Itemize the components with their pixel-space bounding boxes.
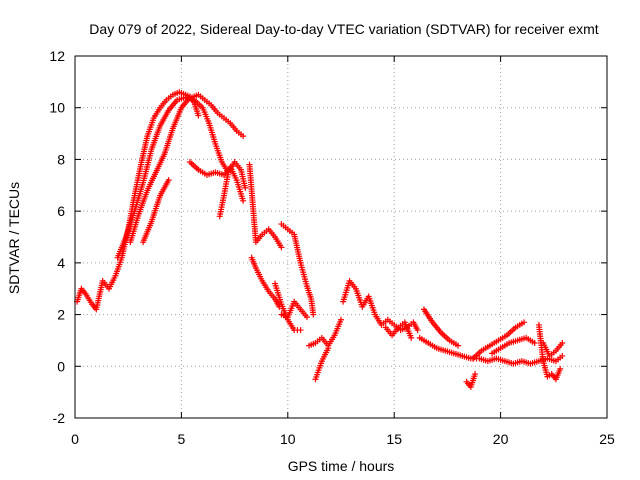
data-point (240, 133, 247, 140)
data-point (195, 112, 202, 119)
series-track-r (469, 319, 528, 362)
series-track-f (216, 159, 249, 220)
data-point (242, 184, 249, 191)
series-track-s (489, 334, 538, 357)
data-point (325, 345, 332, 352)
data-point (557, 365, 564, 372)
series-track-l (306, 316, 344, 349)
grid-lines (75, 56, 607, 418)
series-track-u (535, 321, 564, 383)
data-point (310, 311, 317, 318)
series-track-n (340, 277, 421, 334)
x-tick-label: 25 (599, 431, 615, 447)
plot-frame (74, 55, 608, 419)
y-tick-label: 4 (57, 255, 65, 271)
y-tick-label: 0 (57, 358, 65, 374)
series-track-v (540, 340, 566, 359)
y-tick-label: 8 (57, 151, 65, 167)
data-point (559, 352, 566, 359)
data-point (472, 371, 479, 378)
series-track-q (420, 306, 462, 349)
chart-title: Day 079 of 2022, Sidereal Day-to-day VTE… (89, 21, 598, 37)
y-tick-label: -2 (53, 410, 66, 426)
x-tick-label: 5 (178, 431, 186, 447)
series-track-h (248, 254, 283, 310)
series-track-m (312, 345, 332, 383)
series-track-p (416, 334, 566, 367)
x-tick-label: 20 (493, 431, 509, 447)
data-point (297, 327, 304, 334)
series-track-e (186, 159, 247, 204)
series-track-t (463, 371, 479, 390)
series-track-i (278, 221, 317, 318)
y-tick-label: 12 (49, 48, 65, 64)
data-point (414, 327, 421, 334)
series-track-o (382, 319, 415, 341)
x-tick-label: 15 (386, 431, 402, 447)
data-point (531, 340, 538, 347)
x-tick-label: 10 (280, 431, 296, 447)
series-track-d (140, 177, 172, 246)
data-point (303, 314, 310, 321)
data-point (408, 334, 415, 341)
data-point (521, 319, 528, 326)
data-point (165, 177, 172, 184)
series-track-c (127, 94, 202, 246)
y-tick-label: 6 (57, 203, 65, 219)
y-axis-label: SDTVAR / TECUs (6, 182, 22, 294)
data-point (278, 244, 285, 251)
y-tick-label: 10 (49, 100, 65, 116)
data-point (240, 197, 247, 204)
y-tick-label: 2 (57, 307, 65, 323)
data-points (74, 89, 566, 390)
axis-ticks: 0 5 10 15 20 25 -2 0 2 4 6 8 10 12 (49, 48, 615, 447)
data-point (455, 342, 462, 349)
series-track-k (278, 298, 310, 321)
x-axis-label: GPS time / hours (288, 458, 395, 474)
series-track-g (246, 161, 285, 251)
x-tick-label: 0 (71, 431, 79, 447)
data-point (338, 316, 344, 323)
data-point (559, 340, 566, 347)
